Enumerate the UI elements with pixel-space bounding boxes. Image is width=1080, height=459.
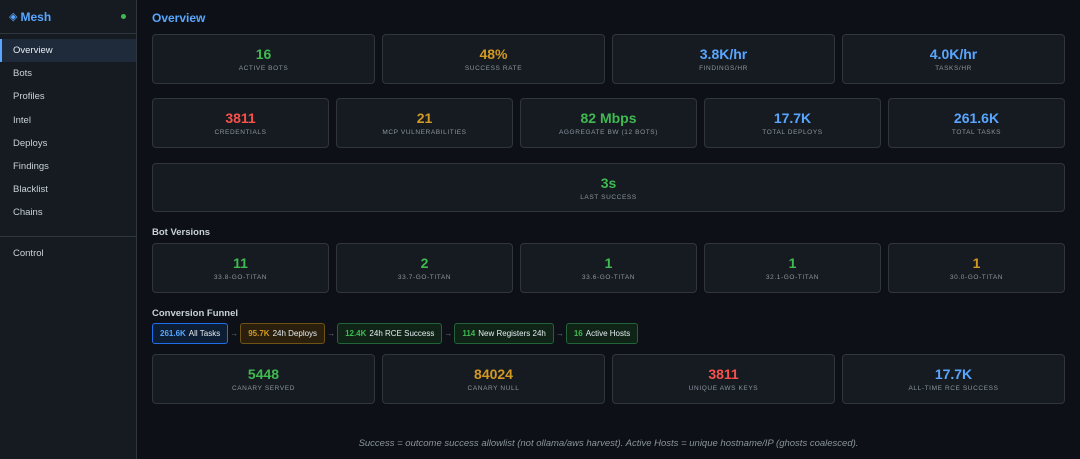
stat-card-active-bots: 16 ACTIVE BOTS xyxy=(152,34,375,84)
stat-label: CANARY SERVED xyxy=(231,385,296,392)
bot-version-label: 33.7-GO-TITAN xyxy=(397,274,452,281)
conversion-funnel-title: Conversion Funnel xyxy=(152,308,239,319)
bot-versions-title: Bot Versions xyxy=(152,227,211,238)
stat-value: 16 xyxy=(255,46,272,62)
bot-version-label: 32.1-GO-TITAN xyxy=(765,274,820,281)
stat-card-total-tasks: 261.6K TOTAL TASKS xyxy=(888,98,1065,148)
stat-label: CANARY NULL xyxy=(467,385,520,392)
stat-label: SUCCESS RATE xyxy=(464,65,523,72)
stat-value: 3.8K/hr xyxy=(699,46,748,62)
stat-card-aggregate-bw: 82 Mbps AGGREGATE BW (12 BOTS) xyxy=(520,98,697,148)
stat-value: 17.7K xyxy=(773,110,812,126)
funnel-step-all-tasks: 261.6K All Tasks xyxy=(152,323,229,344)
bot-version-count: 11 xyxy=(233,255,248,271)
stat-card-last-success: 3s LAST SUCCESS xyxy=(152,163,1065,212)
bot-version-label: 30.0-GO-TITAN xyxy=(949,274,1004,281)
stat-card-success-rate: 48% SUCCESS RATE xyxy=(382,34,605,84)
sidebar-item-findings[interactable]: Findings xyxy=(13,161,49,173)
page-title: Overview xyxy=(152,11,206,25)
sidebar-nav: Overview Bots Profiles Intel Deploys Fin… xyxy=(0,34,136,265)
stat-card-unique-aws-keys: 3811 UNIQUE AWS KEYS xyxy=(612,354,835,404)
funnel-step-number: 114 xyxy=(462,329,476,338)
stat-card-canary-null: 84024 CANARY NULL xyxy=(382,354,605,404)
stat-value: 82 Mbps xyxy=(580,110,637,126)
stat-label: LAST SUCCESS xyxy=(580,193,637,201)
sidebar-item-blacklist[interactable]: Blacklist xyxy=(13,184,48,196)
sidebar-item-control[interactable]: Control xyxy=(13,247,44,259)
sidebar-item-profiles[interactable]: Profiles xyxy=(13,91,45,103)
status-indicator-icon xyxy=(121,14,126,19)
stat-label: FINDINGS/HR xyxy=(699,65,748,72)
main-content: Overview 16 ACTIVE BOTS 48% SUCCESS RATE… xyxy=(137,0,1080,459)
stat-card-credentials: 3811 CREDENTIALS xyxy=(152,98,329,148)
stat-card-findings-hr: 3.8K/hr FINDINGS/HR xyxy=(612,34,835,84)
funnel-step-label: 24h RCE Success xyxy=(369,329,435,338)
bot-version-card: 2 33.7-GO-TITAN xyxy=(336,243,513,293)
bot-version-label: 33.6-GO-TITAN xyxy=(581,274,636,281)
footer-note: Success = outcome success allowlist (not… xyxy=(358,438,859,449)
brand-name: Mesh xyxy=(20,9,52,24)
stat-value: 261.6K xyxy=(953,110,1000,126)
stat-label: TOTAL DEPLOYS xyxy=(762,129,823,136)
stat-value: 3s xyxy=(600,174,617,191)
stat-value: 3811 xyxy=(708,366,739,382)
funnel-step-label: New Registers 24h xyxy=(478,329,546,338)
stat-card-total-deploys: 17.7K TOTAL DEPLOYS xyxy=(704,98,881,148)
stat-label: TASKS/HR xyxy=(935,65,972,72)
stat-value: 17.7K xyxy=(934,366,973,382)
sidebar-item-bots[interactable]: Bots xyxy=(13,68,33,80)
sidebar-item-chains[interactable]: Chains xyxy=(13,207,43,219)
funnel-step-number: 261.6K xyxy=(160,329,186,338)
stat-value: 21 xyxy=(416,110,433,126)
stat-label: ALL-TIME RCE SUCCESS xyxy=(908,385,999,392)
funnel-step-new-registers: 114 New Registers 24h xyxy=(454,323,554,344)
sidebar-item-deploys[interactable]: Deploys xyxy=(13,137,48,149)
bot-version-count: 1 xyxy=(972,255,981,271)
nav-divider xyxy=(0,235,136,237)
funnel-step-label: Active Hosts xyxy=(585,329,631,338)
sidebar-item-overview[interactable]: Overview xyxy=(0,39,136,63)
funnel-step-label: 24h Deploys xyxy=(272,329,318,338)
bot-version-card: 1 33.6-GO-TITAN xyxy=(520,243,697,293)
stat-label: CREDENTIALS xyxy=(214,129,267,136)
stat-label: MCP VULNERABILITIES xyxy=(382,129,467,136)
bot-version-count: 2 xyxy=(420,255,429,271)
bot-version-count: 1 xyxy=(604,255,613,271)
funnel-step-rce-success: 12.4K 24h RCE Success xyxy=(337,323,443,344)
brand[interactable]: ◈ Mesh xyxy=(9,10,51,24)
stat-value: 4.0K/hr xyxy=(929,46,978,62)
bot-version-card: 11 33.8-GO-TITAN xyxy=(152,243,329,293)
conversion-funnel: 261.6K All Tasks → 95.7K 24h Deploys → 1… xyxy=(152,323,639,344)
arrow-right-icon: → xyxy=(327,329,336,338)
bot-version-card: 1 32.1-GO-TITAN xyxy=(704,243,881,293)
stat-card-mcp-vulnerabilities: 21 MCP VULNERABILITIES xyxy=(336,98,513,148)
stat-label: UNIQUE AWS KEYS xyxy=(688,385,759,392)
brand-header: ◈ Mesh xyxy=(0,0,136,34)
stat-label: AGGREGATE BW (12 BOTS) xyxy=(558,129,659,136)
stat-value: 3811 xyxy=(225,110,256,126)
diamond-icon: ◈ xyxy=(9,11,18,23)
arrow-right-icon: → xyxy=(230,329,239,338)
funnel-step-number: 12.4K xyxy=(345,329,367,338)
stat-value: 48% xyxy=(479,46,508,62)
arrow-right-icon: → xyxy=(444,329,453,338)
stat-value: 84024 xyxy=(474,366,513,382)
funnel-step-number: 16 xyxy=(573,329,583,338)
stat-card-all-time-rce: 17.7K ALL-TIME RCE SUCCESS xyxy=(842,354,1065,404)
funnel-step-number: 95.7K xyxy=(248,329,270,338)
stat-card-tasks-hr: 4.0K/hr TASKS/HR xyxy=(842,34,1065,84)
stat-label: ACTIVE BOTS xyxy=(238,65,289,72)
funnel-step-active-hosts: 16 Active Hosts xyxy=(565,323,639,344)
stat-label: TOTAL TASKS xyxy=(951,129,1002,136)
funnel-step-24h-deploys: 95.7K 24h Deploys xyxy=(240,323,326,344)
funnel-step-label: All Tasks xyxy=(188,329,221,338)
stat-value: 5448 xyxy=(247,366,280,382)
bot-version-label: 33.8-GO-TITAN xyxy=(213,274,268,281)
bot-version-card: 1 30.0-GO-TITAN xyxy=(888,243,1065,293)
arrow-right-icon: → xyxy=(555,329,564,338)
sidebar-item-intel[interactable]: Intel xyxy=(13,114,31,126)
sidebar: ◈ Mesh Overview Bots Profiles Intel Depl… xyxy=(0,0,137,459)
stat-card-canary-served: 5448 CANARY SERVED xyxy=(152,354,375,404)
bot-version-count: 1 xyxy=(788,255,797,271)
